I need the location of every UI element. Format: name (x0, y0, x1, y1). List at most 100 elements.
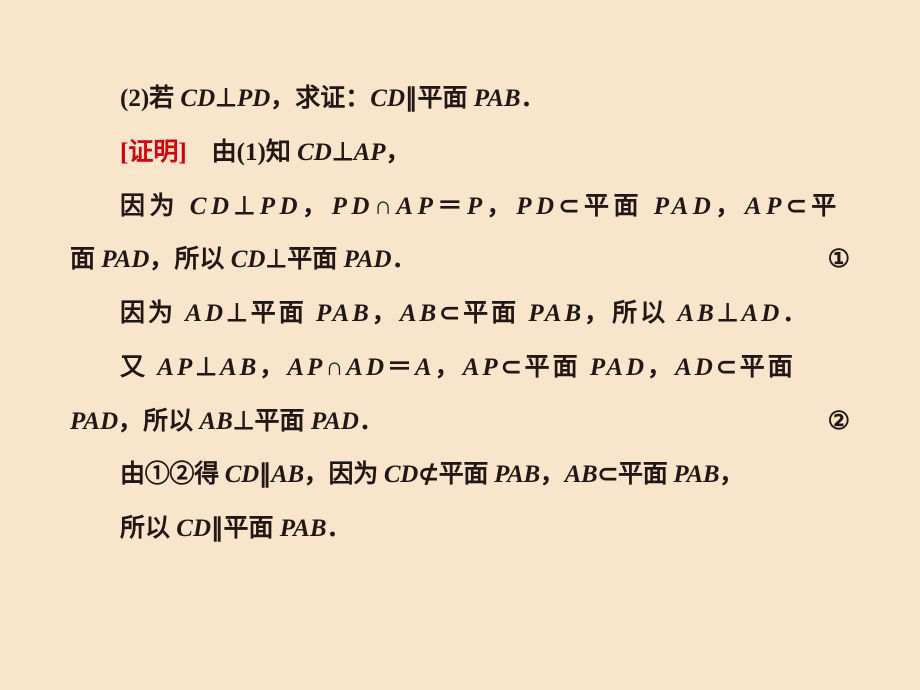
t: ， (719, 461, 744, 488)
t: ， (435, 354, 463, 381)
t: ⊥ (717, 300, 742, 327)
t: A (415, 354, 435, 381)
t: ⊥ (332, 139, 354, 166)
t: ⊥平面 (226, 300, 316, 327)
t: ，求证： (270, 85, 370, 112)
proof-content: (2)若 CD⊥PD，求证：CD∥平面 PAB． [证明] 由(1)知 CD⊥A… (0, 0, 920, 556)
t: ． (782, 300, 810, 327)
t: ⊂平面 (559, 193, 654, 220)
t: PAD (70, 408, 118, 435)
t: ⊥平面 (233, 408, 311, 435)
t: AP (354, 139, 386, 166)
t: 因为 (120, 300, 185, 327)
t: PAB (673, 461, 719, 488)
t: 由 (187, 139, 237, 166)
t: 由①②得 (120, 461, 225, 488)
line-7: PAD，所以 AB⊥平面 PAD． ② (70, 395, 850, 449)
t: CD (225, 461, 259, 488)
t: ⊂平面 (716, 354, 796, 381)
t: AD (742, 300, 783, 327)
t: PD (237, 85, 270, 112)
t: ＝ (437, 193, 467, 220)
t: ，因为 (304, 461, 384, 488)
t: ⊥ (195, 354, 220, 381)
proof-label: [证明] (120, 139, 187, 166)
t: ， (715, 193, 745, 220)
t: (2) (120, 85, 149, 112)
t: ， (540, 461, 565, 488)
t: PAD (311, 408, 359, 435)
t: ， (386, 139, 411, 166)
t: ． (521, 85, 546, 112)
t: PAB (316, 300, 372, 327)
t: AP (463, 354, 501, 381)
t: ∩ (374, 193, 396, 220)
t: PAD (590, 354, 647, 381)
t: P (467, 193, 487, 220)
t: 知 (266, 139, 297, 166)
t: AB (271, 461, 304, 488)
t: ，所以 (584, 300, 677, 327)
t: ，所以 (149, 246, 230, 273)
t: 所以 (120, 515, 176, 542)
t: ， (647, 354, 675, 381)
t: CD (384, 461, 418, 488)
t: CD (370, 85, 405, 112)
t: PAB (474, 85, 521, 112)
t: ，所以 (118, 408, 199, 435)
t: ⊥平面 (265, 246, 343, 273)
t: ⊂平 (786, 193, 841, 220)
t: ∥ (259, 461, 271, 488)
t: CD (297, 139, 332, 166)
t: 因为 (120, 193, 190, 220)
t: (1) (237, 139, 266, 166)
t: ＝ (387, 354, 415, 381)
t: ∥平面 (405, 85, 474, 112)
line-3: 因为 CD⊥PD，PD∩AP＝P，PD⊂平面 PAD，AP⊂平 (70, 180, 850, 234)
t: ， (259, 354, 287, 381)
mark-2: ② (828, 395, 850, 449)
t: CD (176, 515, 211, 542)
t: AB (400, 300, 439, 327)
t: ⊂平面 (439, 300, 528, 327)
t: CD (180, 85, 215, 112)
t: 又 (120, 354, 157, 381)
mark-1: ① (828, 233, 850, 287)
t: AP (287, 354, 325, 381)
t: AB (199, 408, 232, 435)
t: CD (190, 193, 234, 220)
t: ⊥ (234, 193, 260, 220)
line-1: (2)若 CD⊥PD，求证：CD∥平面 PAB． (70, 72, 850, 126)
t: ， (302, 193, 332, 220)
t: PD (332, 193, 374, 220)
t: ， (372, 300, 400, 327)
line-6: 又 AP⊥AB，AP∩AD＝A，AP⊂平面 PAD，AD⊂平面 (70, 341, 850, 395)
t: AD (185, 300, 226, 327)
t: AD (675, 354, 716, 381)
t: AP (396, 193, 437, 220)
t: AB (677, 300, 716, 327)
t: ⊥ (215, 85, 237, 112)
t: ∩ (325, 354, 346, 381)
line-9: 所以 CD∥平面 PAB． (70, 502, 850, 556)
t: PAB (280, 515, 327, 542)
t: ⊂平面 (597, 461, 673, 488)
t: PAD (101, 246, 149, 273)
t: 面 (70, 246, 101, 273)
t: ∥平面 (211, 515, 280, 542)
t: PD (516, 193, 558, 220)
t: AB (565, 461, 598, 488)
line-2: [证明] 由(1)知 CD⊥AP， (70, 126, 850, 180)
t: ． (359, 408, 384, 435)
t: AD (346, 354, 387, 381)
t: ⊂平面 (501, 354, 590, 381)
t: ⊄平面 (418, 461, 494, 488)
line-8: 由①②得 CD∥AB，因为 CD⊄平面 PAB，AB⊂平面 PAB， (70, 448, 850, 502)
t: CD (231, 246, 266, 273)
t: PD (260, 193, 302, 220)
t: PAB (494, 461, 540, 488)
t: PAB (528, 300, 584, 327)
t: AP (157, 354, 195, 381)
t: PAD (343, 246, 391, 273)
t: AP (745, 193, 786, 220)
